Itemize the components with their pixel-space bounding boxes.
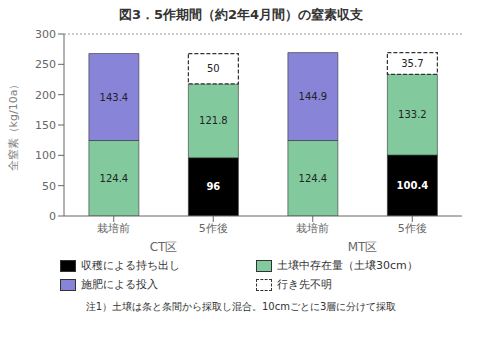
svg-text:96: 96 bbox=[206, 181, 220, 192]
svg-text:250: 250 bbox=[35, 58, 56, 71]
svg-text:121.8: 121.8 bbox=[199, 115, 228, 126]
svg-text:150: 150 bbox=[35, 119, 56, 132]
svg-text:100.4: 100.4 bbox=[397, 180, 429, 191]
svg-text:5作後: 5作後 bbox=[398, 222, 427, 235]
html-text:図3．5作期間（約2年4月間）の窒素収支: 図3．5作期間（約2年4月間）の窒素収支 bbox=[118, 7, 364, 22]
html-text:注1）土壌は条と条間から採取し混合。10cmごとに3層に分け: 注1）土壌は条と条間から採取し混合。10cmごとに3層に分けて採取 bbox=[85, 301, 397, 312]
html-text:行き先不明: 行き先不明 bbox=[277, 278, 332, 291]
svg-text:133.2: 133.2 bbox=[398, 109, 427, 120]
svg-text:144.9: 144.9 bbox=[299, 91, 328, 102]
svg-text:5作後: 5作後 bbox=[199, 222, 228, 235]
svg-text:全窒素（kg/10a）: 全窒素（kg/10a） bbox=[8, 79, 20, 172]
svg-text:CT区: CT区 bbox=[150, 240, 178, 252]
svg-text:栽培前: 栽培前 bbox=[97, 222, 130, 235]
html-text:施肥による投入: 施肥による投入 bbox=[81, 278, 158, 291]
svg-text:35.7: 35.7 bbox=[401, 58, 423, 69]
svg-text:300: 300 bbox=[35, 28, 56, 41]
svg-text:100: 100 bbox=[35, 149, 56, 162]
svg-text:50: 50 bbox=[207, 63, 220, 74]
html-text:収穫による持ち出し: 収穫による持ち出し bbox=[81, 259, 180, 272]
svg-text:栽培前: 栽培前 bbox=[296, 222, 329, 235]
svg-text:MT区: MT区 bbox=[348, 240, 378, 252]
svg-text:143.4: 143.4 bbox=[100, 92, 129, 103]
svg-text:124.4: 124.4 bbox=[100, 173, 129, 184]
svg-text:0: 0 bbox=[49, 210, 56, 223]
svg-text:50: 50 bbox=[42, 180, 56, 193]
html-text:土壌中存在量（土壌30cm）: 土壌中存在量（土壌30cm） bbox=[277, 259, 418, 272]
svg-text:124.4: 124.4 bbox=[299, 173, 328, 184]
svg-text:200: 200 bbox=[35, 89, 56, 102]
